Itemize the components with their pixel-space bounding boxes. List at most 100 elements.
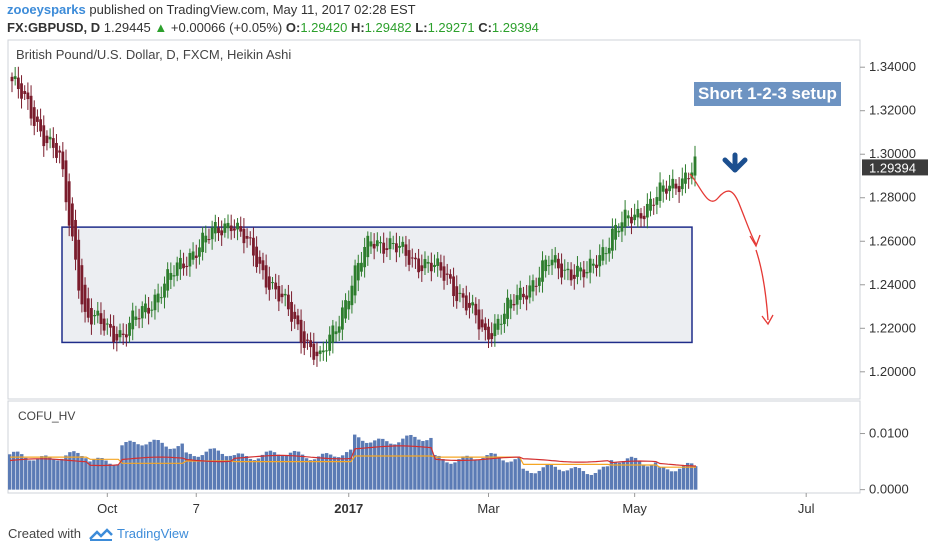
hv-bar: [228, 455, 233, 490]
hv-bar: [589, 474, 594, 490]
candle-body: [344, 300, 347, 319]
candle-body: [537, 277, 541, 286]
candle-body: [649, 198, 652, 211]
hv-bar: [497, 456, 501, 490]
candle-body: [318, 350, 322, 354]
x-tick-label: 7: [193, 501, 200, 516]
x-tick-label: Oct: [97, 501, 118, 516]
hv-bar: [401, 438, 405, 490]
candle-body: [325, 350, 328, 352]
hv-bar: [469, 457, 473, 490]
hv-bar: [645, 466, 650, 490]
candle-body: [677, 186, 681, 193]
candle-body: [229, 225, 233, 232]
hv-bar: [441, 459, 445, 490]
candle-body: [80, 265, 84, 305]
candle-body: [353, 265, 357, 296]
hv-bar: [637, 461, 642, 490]
hv-bar: [533, 473, 537, 490]
candle-body: [499, 323, 503, 325]
published-text: published on TradingView.com, May 11, 20…: [89, 2, 416, 17]
hv-bar: [24, 457, 28, 490]
chart-title: British Pound/U.S. Dollar, D, FXCM, Heik…: [16, 47, 292, 62]
candle-body: [515, 295, 519, 305]
candle-body: [45, 135, 49, 144]
hv-bar: [477, 459, 481, 490]
sub-pane-frame: [7, 400, 861, 494]
candle-body: [604, 253, 608, 255]
hv-bar: [681, 465, 686, 490]
hv-bar: [124, 442, 128, 490]
open-label: O:: [285, 20, 301, 35]
candle-body: [544, 259, 548, 272]
hv-bar: [152, 439, 156, 490]
candle-body: [458, 292, 462, 294]
candle-body: [26, 92, 30, 100]
candle-body: [404, 244, 408, 256]
hv-bar: [605, 466, 610, 490]
hv-bar: [393, 444, 397, 490]
hv-bar: [80, 456, 84, 490]
hv-bar: [32, 460, 36, 490]
hv-bar: [112, 465, 116, 490]
candle-body: [115, 333, 119, 341]
hv-bar: [673, 471, 678, 490]
candle-body: [493, 323, 497, 337]
candle-body: [623, 209, 627, 227]
candle-body: [547, 265, 551, 267]
candle-body: [236, 222, 239, 230]
candle-body: [191, 251, 195, 260]
hv-bar: [224, 456, 229, 490]
hv-bar: [184, 452, 188, 490]
created-with-text: Created with: [8, 526, 81, 541]
candle-body: [128, 322, 131, 336]
candle-body: [159, 297, 163, 299]
candle-body: [102, 318, 106, 331]
hv-bar: [144, 444, 148, 490]
candle-body: [455, 286, 459, 302]
candle-body: [204, 235, 208, 243]
hv-bar: [505, 462, 509, 490]
candle-body: [680, 178, 684, 190]
hv-bar: [693, 466, 698, 490]
tradingview-link[interactable]: TradingView: [117, 526, 189, 541]
candle-body: [496, 318, 500, 330]
hv-bar: [357, 437, 361, 490]
price-chart[interactable]: 1.34000 1.32000 1.30000 1.28000 1.26000 1.240…: [0, 0, 932, 520]
candle-body: [617, 230, 621, 233]
hv-bar: [324, 453, 329, 490]
hv-bar: [433, 455, 437, 490]
candle-body: [360, 262, 363, 272]
hv-bar: [485, 455, 489, 490]
candle-body: [645, 203, 649, 218]
hv-bar: [60, 458, 64, 490]
candle-body: [560, 263, 563, 278]
candle-body: [293, 311, 297, 319]
y-tick-label: 1.28000: [869, 190, 916, 205]
candle-body: [153, 294, 157, 311]
hv-bar: [212, 448, 217, 490]
candle-body: [99, 313, 103, 325]
candle-body: [223, 223, 227, 233]
candle-body: [553, 255, 557, 263]
hv-bar: [665, 469, 670, 490]
hv-bar: [445, 462, 449, 490]
candle-body: [252, 237, 255, 256]
candle-body: [331, 325, 335, 343]
candle-body: [525, 295, 529, 300]
author-link[interactable]: zooeysparks: [7, 2, 86, 17]
candle-body: [372, 243, 376, 249]
candle-body: [220, 230, 224, 236]
candle-body: [150, 309, 154, 311]
hv-bar: [344, 452, 349, 490]
hv-bar: [136, 444, 140, 490]
candle-body: [144, 303, 147, 313]
candle-body: [286, 294, 290, 310]
candle-body: [77, 239, 81, 291]
candle-body: [48, 136, 52, 140]
candle-body: [398, 245, 401, 248]
candle-body: [312, 343, 316, 360]
candle-body: [429, 262, 433, 272]
candle-body: [185, 265, 189, 268]
hv-bar: [653, 462, 658, 490]
